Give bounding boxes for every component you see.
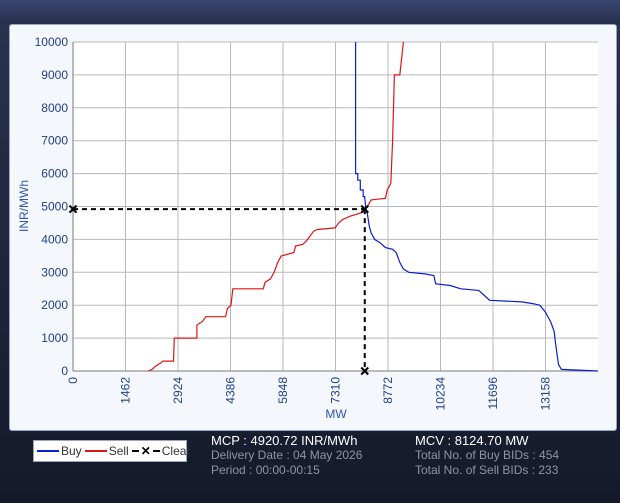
period: Period : 00:00-00:15	[211, 463, 320, 477]
legend-swatch-buy	[37, 450, 59, 452]
x-tick-label: 7310	[329, 377, 343, 404]
y-tick-label: 9000	[41, 68, 68, 82]
x-axis-label: MW	[325, 407, 347, 421]
x-tick-label: 5848	[276, 377, 290, 404]
clear-marker-point	[360, 204, 369, 214]
y-axis-label: INR/MWh	[17, 180, 31, 232]
grid	[72, 41, 598, 372]
clear-marker-price	[68, 204, 78, 214]
x-tick-label: 4386	[224, 377, 238, 404]
mcv-value: MCV : 8124.70 MW	[415, 433, 529, 448]
legend: Buy Sell ✕ Clear	[33, 440, 190, 462]
y-tick-label: 3000	[41, 265, 68, 279]
market-clearing-chart: 0 1462 2924 4386 5848 7310 8772 10234 11696 13158…	[17, 35, 599, 421]
legend-label-clear: Clear	[161, 444, 191, 458]
info-right: MCV : 8124.70 MW Total No. of Buy BIDs :…	[415, 433, 559, 478]
clear-marker-price-stroke-b	[68, 204, 78, 214]
legend-label-buy: Buy	[61, 444, 82, 458]
window-top-strip	[0, 0, 620, 24]
legend-swatch-clear	[131, 450, 139, 452]
x-tick-label: 2924	[171, 377, 185, 404]
legend-swatch-sell	[84, 450, 107, 452]
y-tick-label: 0	[61, 364, 68, 378]
y-tick-label: 8000	[41, 101, 68, 115]
y-tick-label: 6000	[41, 167, 68, 181]
y-tick-label: 5000	[41, 200, 68, 214]
y-tick-label: 4000	[41, 232, 68, 246]
x-tick-label: 0	[66, 377, 80, 384]
x-tick-label: 13158	[539, 377, 553, 411]
clear-marker-volume	[360, 366, 369, 376]
x-tick-label: 8772	[381, 377, 395, 404]
clear-x-icon: ✕	[140, 444, 151, 458]
x-tick-label: 1462	[119, 377, 133, 404]
x-tick-labels: 0 1462 2924 4386 5848 7310 8772 10234 11696 13158	[66, 377, 553, 411]
clear-marker-group	[68, 204, 369, 376]
buy-bids-count: Total No. of Buy BIDs : 454	[415, 448, 560, 462]
legend-swatch-clear-tail	[152, 450, 160, 452]
sell-bids-count: Total No. of Sell BIDs : 233	[415, 463, 559, 477]
x-tick-label: 11696	[486, 377, 500, 410]
y-tick-label: 1000	[41, 331, 68, 345]
info-left: MCP : 4920.72 INR/MWh Delivery Date : 04…	[211, 433, 362, 478]
mcp-value: MCP : 4920.72 INR/MWh	[211, 433, 358, 448]
x-tick-label: 10234	[434, 377, 448, 411]
clear-marker-point-stroke-b	[360, 204, 369, 214]
legend-item-buy: Buy	[37, 444, 82, 458]
y-tick-label: 10000	[35, 35, 69, 49]
delivery-date: Delivery Date : 04 May 2026	[211, 448, 363, 462]
series-line-buy	[355, 42, 599, 372]
legend-label-sell: Sell	[108, 444, 129, 458]
legend-item-sell: Sell	[84, 444, 129, 458]
legend-item-clear: ✕ Clear	[131, 444, 191, 458]
clear-marker-volume-stroke-b	[360, 366, 369, 376]
series-lines	[148, 41, 599, 372]
y-tick-label: 7000	[41, 134, 68, 148]
series-line-sell	[148, 41, 404, 372]
y-tick-labels: 0 1000 2000 3000 4000 5000 6000 7000 8000 9000 100…	[35, 35, 69, 378]
y-tick-label: 2000	[41, 298, 68, 312]
